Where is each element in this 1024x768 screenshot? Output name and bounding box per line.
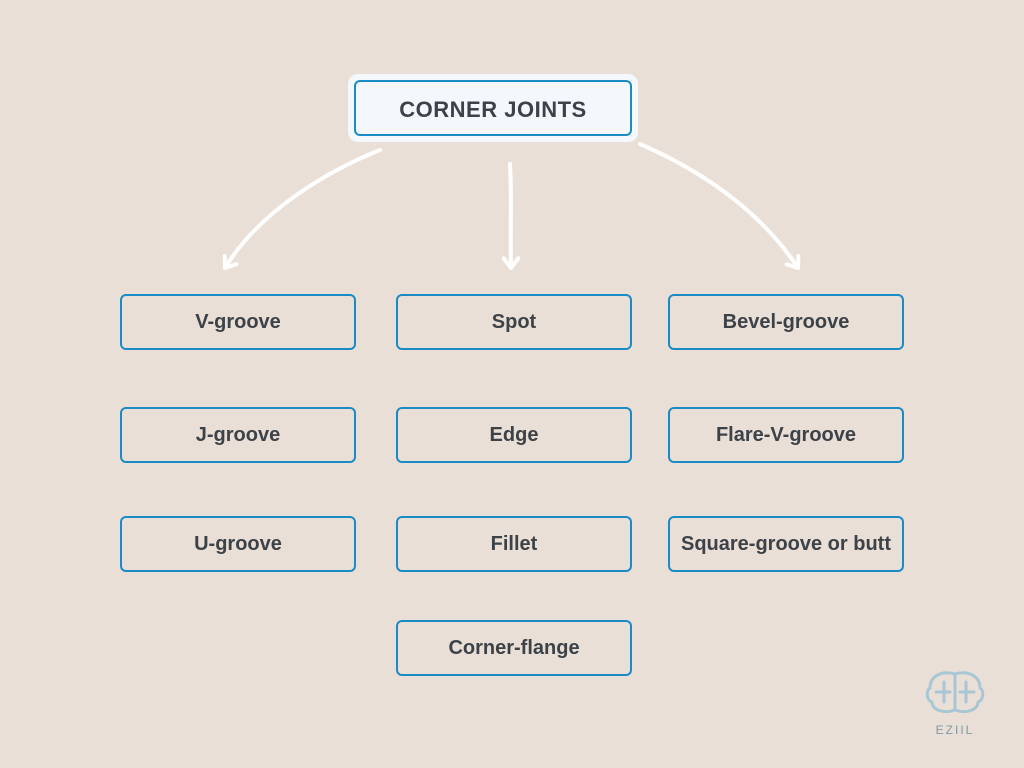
node-corner-flange: Corner-flange: [396, 620, 632, 676]
brand-logo: EZIIL: [922, 668, 988, 737]
diagram-canvas: CORNER JOINTS V-groove Spot Bevel-groove J-g…: [0, 0, 1024, 768]
arrow-right-head: [787, 256, 799, 268]
node-j-groove: J-groove: [120, 407, 356, 463]
title-container: CORNER JOINTS: [348, 74, 638, 142]
arrow-center-head: [504, 258, 518, 268]
brand-label: EZIIL: [922, 723, 988, 737]
node-bevel-groove: Bevel-groove: [668, 294, 904, 350]
page-title: CORNER JOINTS: [354, 80, 632, 136]
node-flare-v-groove: Flare-V-groove: [668, 407, 904, 463]
node-edge: Edge: [396, 407, 632, 463]
node-u-groove: U-groove: [120, 516, 356, 572]
node-spot: Spot: [396, 294, 632, 350]
arrow-center: [510, 164, 511, 268]
brain-icon: [922, 668, 988, 716]
arrow-left: [225, 150, 380, 268]
node-v-groove: V-groove: [120, 294, 356, 350]
node-fillet: Fillet: [396, 516, 632, 572]
node-square-groove: Square-groove or butt: [668, 516, 904, 572]
arrow-right: [640, 144, 798, 268]
arrow-left-head: [225, 256, 237, 268]
